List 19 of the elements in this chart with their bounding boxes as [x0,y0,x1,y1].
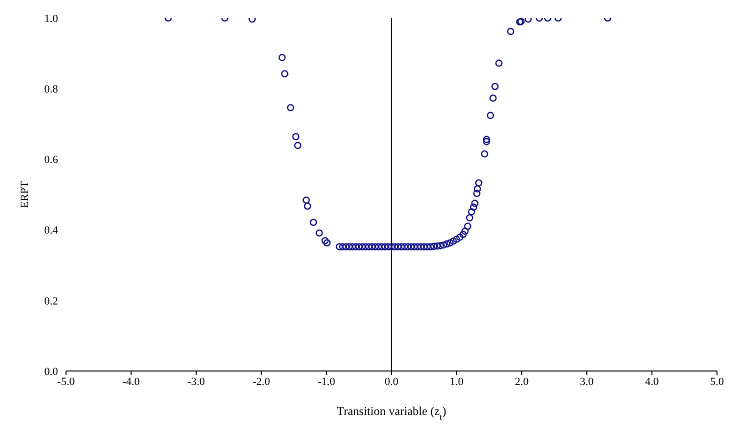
y-tick-label: 0.4 [44,224,58,237]
x-axis-title: Transition variable (z$_{t}$) [336,404,446,422]
y-tick-label: 0.0 [44,366,58,378]
x-tick-label: -2.0 [252,376,270,388]
y-tick-label: 0.2 [44,295,58,308]
y-tick-label: 0.6 [44,154,58,166]
x-tick-label: -1.0 [318,376,336,388]
y-tick-label: 0.8 [44,84,58,96]
x-tick-label: -3.0 [187,376,206,388]
x-tick-label: -4.0 [122,376,140,388]
x-tick-label: 5.0 [710,376,724,388]
y-tick-label: 1.0 [44,12,58,25]
x-tick-label: 3.0 [580,376,594,388]
y-axis-title: ERPT [19,180,31,208]
x-tick-label: 0.0 [384,376,399,388]
x-tick-label: -5.0 [57,376,76,388]
x-tick-label: 2.0 [514,376,530,388]
x-tick-label: 1.0 [450,376,464,388]
x-tick-label: 4.0 [645,376,660,388]
